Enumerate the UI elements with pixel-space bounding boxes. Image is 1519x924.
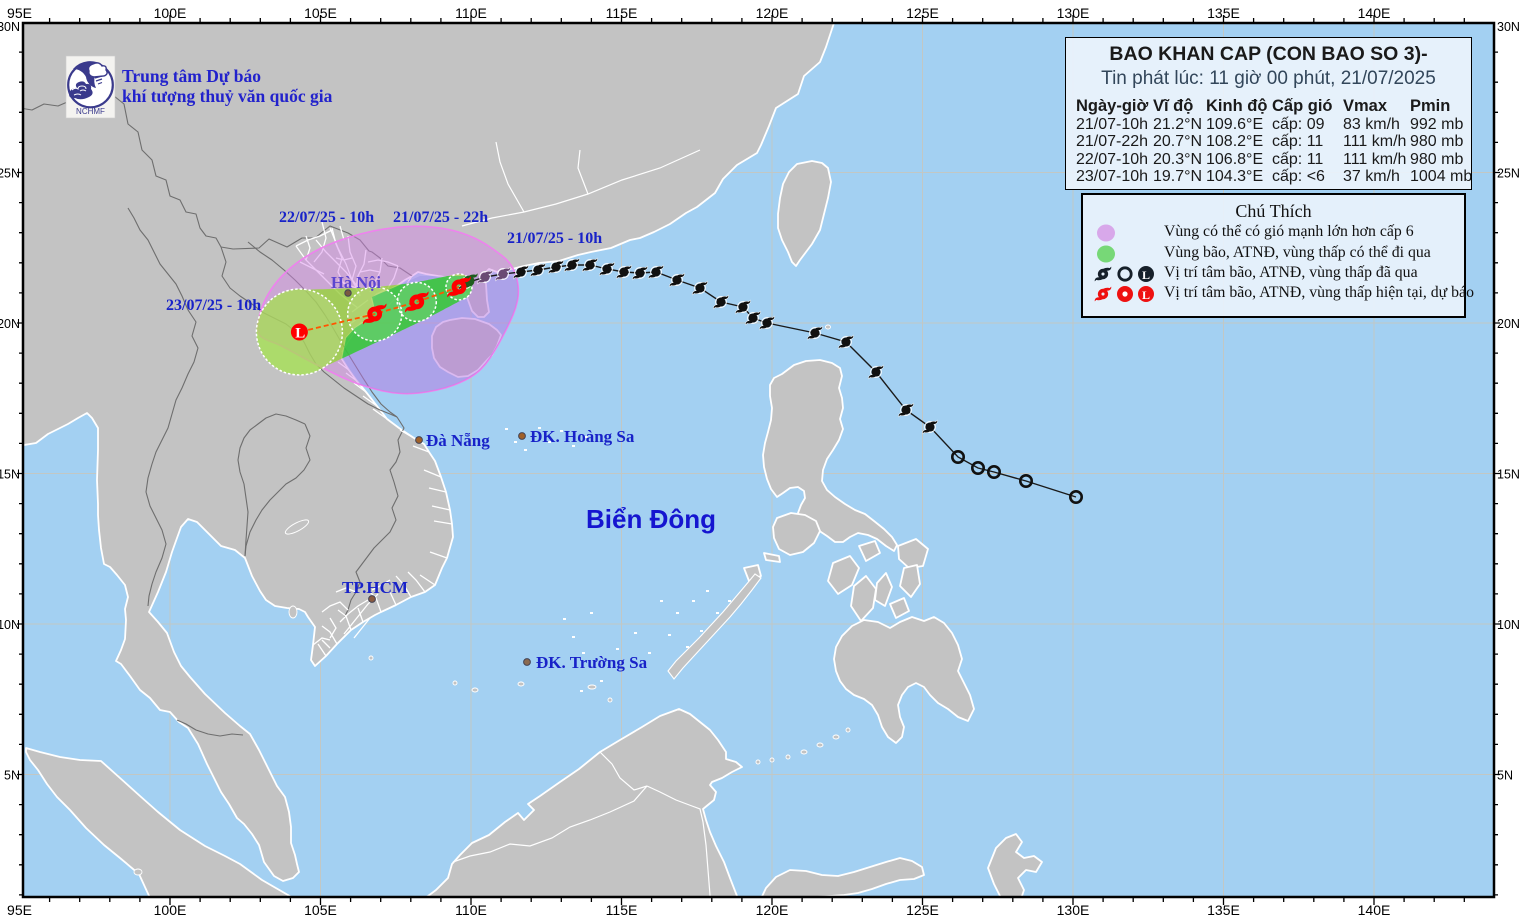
svg-text:105E: 105E: [304, 902, 337, 918]
svg-text:25N: 25N: [0, 167, 20, 181]
svg-text:5N: 5N: [1497, 769, 1513, 783]
svg-text:21/07/25 - 10h: 21/07/25 - 10h: [507, 230, 602, 247]
svg-text:20N: 20N: [0, 317, 20, 331]
svg-text:ĐK. Trường Sa: ĐK. Trường Sa: [536, 653, 648, 672]
svg-text:130E: 130E: [1057, 5, 1090, 21]
svg-text:95E: 95E: [7, 902, 32, 918]
svg-text:Trung tâm Dự báo: Trung tâm Dự báo: [122, 66, 261, 86]
svg-text:ĐK. Hoàng Sa: ĐK. Hoàng Sa: [530, 427, 635, 446]
svg-text:L: L: [1142, 268, 1150, 282]
svg-text:15N: 15N: [1497, 468, 1519, 482]
svg-text:20N: 20N: [1497, 317, 1519, 331]
svg-text:khí tượng thuỷ văn quốc gia: khí tượng thuỷ văn quốc gia: [122, 86, 333, 106]
svg-text:5N: 5N: [4, 769, 20, 783]
svg-text:130E: 130E: [1057, 902, 1090, 918]
svg-text:125E: 125E: [906, 902, 939, 918]
svg-text:15N: 15N: [0, 468, 20, 482]
svg-text:135E: 135E: [1207, 902, 1240, 918]
svg-text:10N: 10N: [0, 618, 20, 632]
svg-text:140E: 140E: [1358, 5, 1391, 21]
svg-text:120E: 120E: [756, 5, 789, 21]
svg-text:110E: 110E: [455, 902, 487, 918]
svg-text:L: L: [1142, 288, 1150, 302]
svg-text:30N: 30N: [1497, 20, 1519, 34]
svg-text:125E: 125E: [906, 5, 939, 21]
svg-text:TP.HCM: TP.HCM: [342, 578, 408, 597]
svg-text:140E: 140E: [1358, 902, 1391, 918]
svg-text:115E: 115E: [606, 902, 638, 918]
svg-text:120E: 120E: [756, 902, 789, 918]
svg-text:21/07/25 - 22h: 21/07/25 - 22h: [393, 209, 488, 226]
svg-text:30N: 30N: [0, 20, 20, 34]
svg-text:L: L: [295, 325, 305, 341]
svg-text:10N: 10N: [1497, 618, 1519, 632]
svg-text:105E: 105E: [304, 5, 337, 21]
svg-text:100E: 100E: [154, 902, 187, 918]
svg-text:135E: 135E: [1207, 5, 1240, 21]
svg-text:Biển Đông: Biển Đông: [586, 504, 716, 534]
svg-text:NCHMF: NCHMF: [76, 107, 105, 116]
svg-text:100E: 100E: [154, 5, 187, 21]
svg-text:22/07/25 - 10h: 22/07/25 - 10h: [279, 209, 374, 226]
svg-text:115E: 115E: [606, 5, 638, 21]
svg-text:Hà Nội: Hà Nội: [331, 273, 381, 292]
svg-text:25N: 25N: [1497, 167, 1519, 181]
svg-text:23/07/25 - 10h: 23/07/25 - 10h: [166, 297, 261, 314]
svg-text:110E: 110E: [455, 5, 487, 21]
svg-text:Đà Nẵng: Đà Nẵng: [426, 431, 490, 450]
svg-text:95E: 95E: [7, 5, 32, 21]
